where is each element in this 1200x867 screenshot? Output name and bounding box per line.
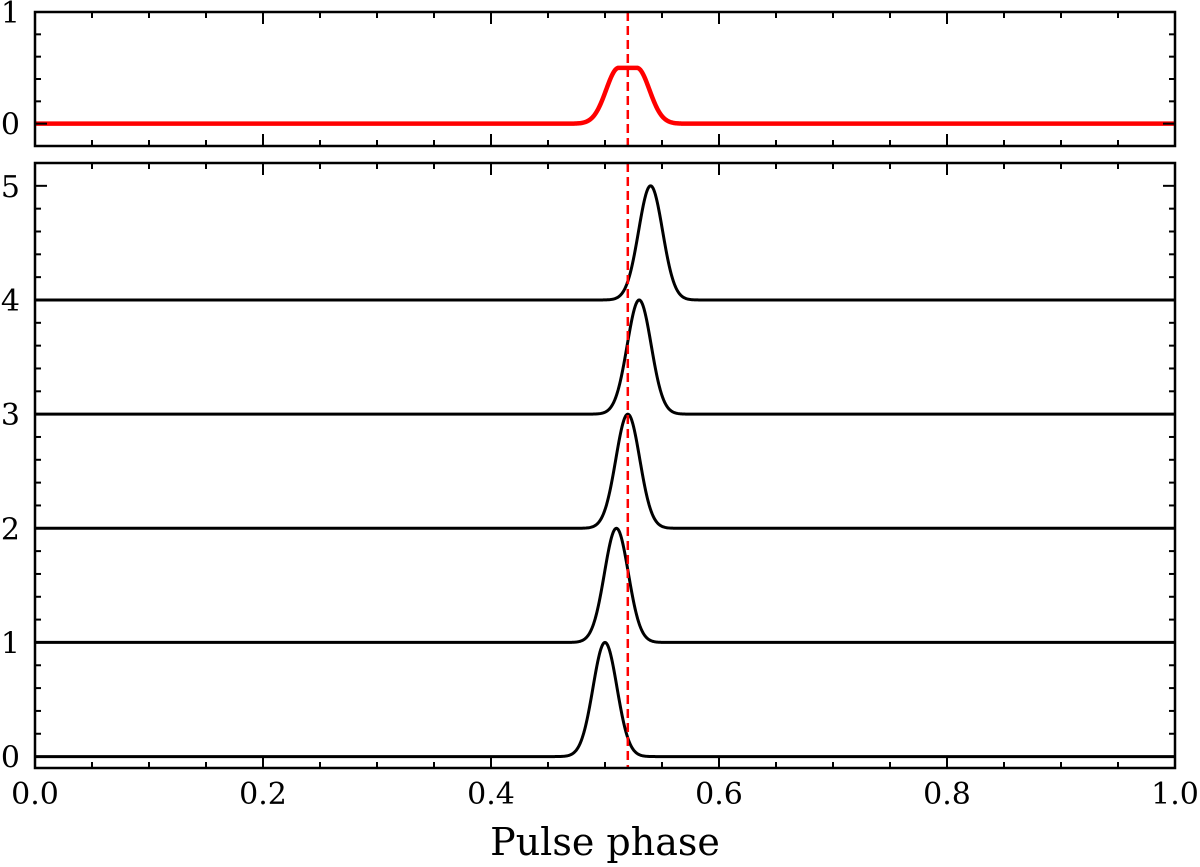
x-tick-label-5: 1.0 bbox=[1151, 777, 1199, 812]
top-panel: 01 bbox=[1, 0, 1177, 148]
bottom-y-tick-label-5: 5 bbox=[1, 170, 20, 205]
bottom-y-tick-label-0: 0 bbox=[1, 741, 20, 776]
bottom-series-line-0 bbox=[34, 640, 1176, 759]
bottom-y-tick-label-4: 4 bbox=[1, 284, 20, 319]
bottom-series-line-4 bbox=[34, 184, 1176, 302]
x-tick-label-2: 0.4 bbox=[467, 777, 515, 812]
top-series-line-0 bbox=[33, 65, 1177, 126]
bottom-y-tick-label-1: 1 bbox=[1, 626, 20, 661]
x-tick-label-3: 0.6 bbox=[695, 777, 743, 812]
x-tick-label-4: 0.8 bbox=[923, 777, 971, 812]
bottom-y-tick-label-2: 2 bbox=[1, 512, 20, 547]
bottom-axes-frame bbox=[33, 161, 1177, 770]
bottom-series-line-2 bbox=[34, 412, 1176, 530]
x-axis-label: Pulse phase bbox=[490, 820, 720, 864]
x-tick-label-1: 0.2 bbox=[239, 777, 287, 812]
bottom-y-tick-label-3: 3 bbox=[1, 398, 20, 433]
bottom-series-line-1 bbox=[34, 526, 1176, 644]
top-y-tick-label-0: 0 bbox=[1, 108, 20, 143]
top-y-tick-label-1: 1 bbox=[1, 0, 20, 31]
x-tick-label-0: 0.0 bbox=[11, 777, 59, 812]
bottom-panel: 0 1 2 3 4 5 0.0 0.2 0.4 0.6 0.8 1.0 bbox=[1, 161, 1199, 812]
bottom-series-line-3 bbox=[34, 298, 1176, 416]
